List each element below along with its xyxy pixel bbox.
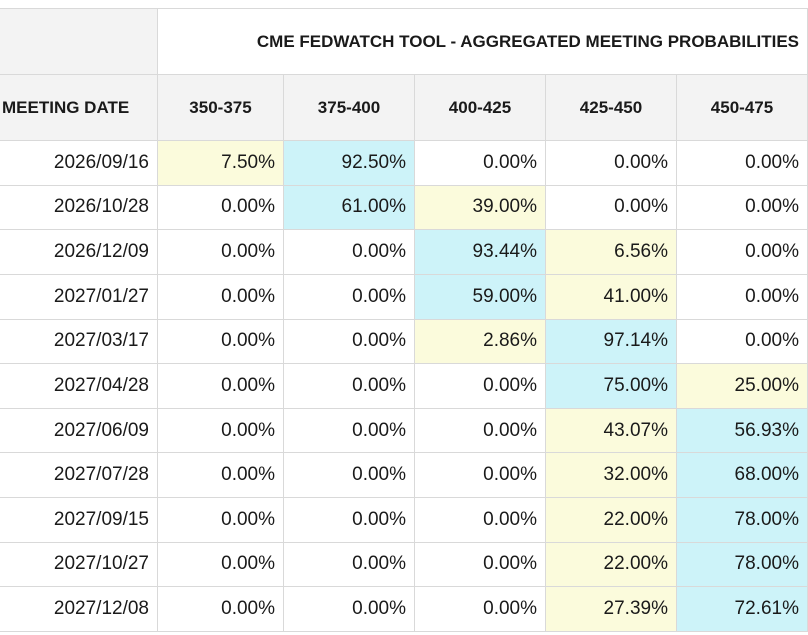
meeting-date-header: MEETING DATE (0, 75, 158, 141)
probability-cell: 0.00% (284, 587, 415, 632)
probability-cell: 72.61% (677, 587, 808, 632)
probability-cell: 61.00% (284, 185, 415, 231)
meeting-date-cell: 2027/12/08 (0, 587, 158, 632)
probability-cell: 78.00% (677, 542, 808, 588)
probability-cell: 25.00% (677, 364, 808, 409)
probability-cell: 0.00% (158, 274, 284, 320)
probability-cell: 27.39% (546, 587, 677, 632)
probability-cell: 0.00% (415, 542, 546, 588)
column-header-450-475: 450-475 (677, 75, 808, 141)
probability-cell: 0.00% (158, 498, 284, 543)
probability-cell: 59.00% (415, 274, 546, 320)
probability-cell: 0.00% (415, 498, 546, 543)
meeting-date-cell: 2026/12/09 (0, 230, 158, 275)
meeting-date-cell: 2027/10/27 (0, 542, 158, 588)
probability-cell: 0.00% (284, 319, 415, 365)
probability-cell: 0.00% (284, 408, 415, 454)
probability-cell: 0.00% (677, 185, 808, 231)
column-header-400-425: 400-425 (415, 75, 546, 141)
probability-cell: 0.00% (284, 364, 415, 409)
probability-cell: 0.00% (415, 408, 546, 454)
probability-cell: 0.00% (158, 453, 284, 498)
probability-cell: 92.50% (284, 141, 415, 186)
probability-cell: 0.00% (158, 542, 284, 588)
probability-cell: 0.00% (284, 498, 415, 543)
probability-cell: 0.00% (158, 587, 284, 632)
meeting-date-cell: 2027/09/15 (0, 498, 158, 543)
meeting-date-cell: 2027/03/17 (0, 319, 158, 365)
probability-cell: 0.00% (158, 319, 284, 365)
probability-cell: 6.56% (546, 230, 677, 275)
probability-cell: 43.07% (546, 408, 677, 454)
column-header-375-400: 375-400 (284, 75, 415, 141)
probability-cell: 0.00% (546, 141, 677, 186)
probability-cell: 0.00% (677, 319, 808, 365)
probability-cell: 0.00% (284, 274, 415, 320)
probability-cell: 97.14% (546, 319, 677, 365)
probability-cell: 0.00% (415, 364, 546, 409)
probability-cell: 0.00% (158, 185, 284, 231)
probability-cell: 0.00% (415, 587, 546, 632)
probability-cell: 0.00% (415, 453, 546, 498)
probability-cell: 0.00% (677, 230, 808, 275)
probability-cell: 75.00% (546, 364, 677, 409)
probability-cell: 7.50% (158, 141, 284, 186)
meeting-date-cell: 2026/10/28 (0, 185, 158, 231)
table-title: CME FEDWATCH TOOL - AGGREGATED MEETING P… (158, 9, 808, 75)
column-header-425-450: 425-450 (546, 75, 677, 141)
probability-cell: 68.00% (677, 453, 808, 498)
meeting-date-cell: 2027/01/27 (0, 274, 158, 320)
probability-cell: 0.00% (284, 542, 415, 588)
probability-cell: 0.00% (284, 453, 415, 498)
meeting-date-cell: 2027/04/28 (0, 364, 158, 409)
probability-cell: 0.00% (284, 230, 415, 275)
probability-cell: 0.00% (158, 408, 284, 454)
meeting-date-cell: 2027/07/28 (0, 453, 158, 498)
probability-cell: 0.00% (546, 185, 677, 231)
probability-cell: 93.44% (415, 230, 546, 275)
probability-cell: 39.00% (415, 185, 546, 231)
probability-cell: 2.86% (415, 319, 546, 365)
probability-cell: 0.00% (158, 230, 284, 275)
probability-cell: 56.93% (677, 408, 808, 454)
probability-cell: 22.00% (546, 498, 677, 543)
corner-cell (0, 9, 158, 75)
probability-table: CME FEDWATCH TOOL - AGGREGATED MEETING P… (0, 8, 808, 635)
probability-cell: 0.00% (158, 364, 284, 409)
probability-cell: 0.00% (415, 141, 546, 186)
probability-cell: 0.00% (677, 274, 808, 320)
probability-cell: 41.00% (546, 274, 677, 320)
probability-cell: 22.00% (546, 542, 677, 588)
probability-cell: 0.00% (677, 141, 808, 186)
meeting-date-cell: 2026/09/16 (0, 141, 158, 186)
column-header-350-375: 350-375 (158, 75, 284, 141)
probability-cell: 78.00% (677, 498, 808, 543)
probability-cell: 32.00% (546, 453, 677, 498)
meeting-date-cell: 2027/06/09 (0, 408, 158, 454)
